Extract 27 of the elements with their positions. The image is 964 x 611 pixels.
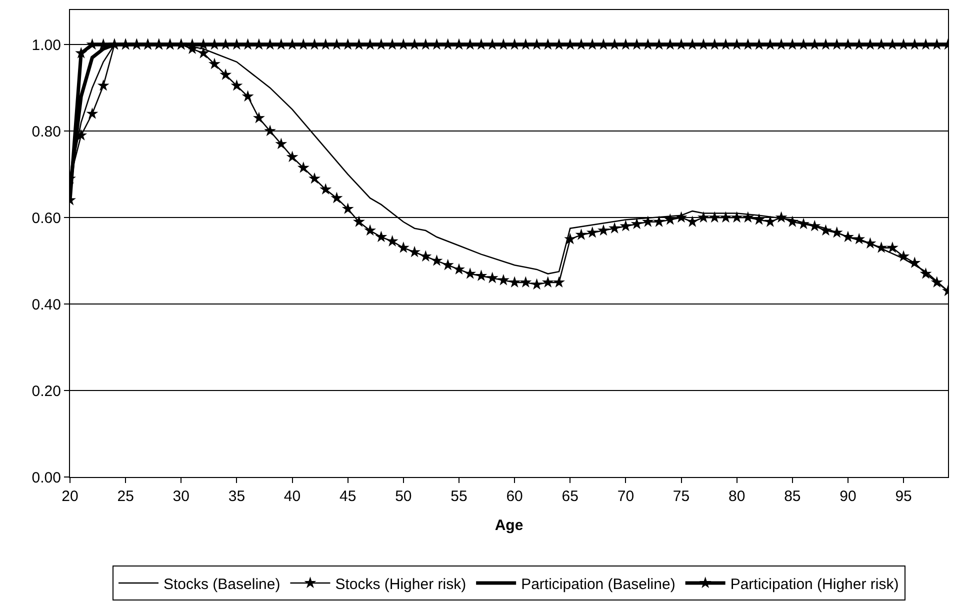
y-tick-label: 0.80: [32, 123, 61, 140]
x-tick-label: 25: [117, 488, 134, 505]
legend-label: Stocks (Baseline): [164, 576, 280, 593]
x-tick-label: 35: [228, 488, 246, 505]
x-tick-label: 90: [840, 488, 856, 505]
x-tick-label: 70: [617, 488, 634, 505]
x-tick-label: 55: [450, 488, 468, 505]
x-tick-label: 50: [395, 488, 412, 505]
x-tick-label: 40: [284, 488, 301, 505]
y-tick-label: 0.00: [32, 469, 61, 486]
y-tick-label: 0.60: [32, 210, 61, 227]
x-tick-label: 75: [672, 488, 690, 505]
x-tick-label: 60: [506, 488, 523, 505]
y-tick-label: 1.00: [32, 36, 61, 54]
x-tick-label: 85: [784, 488, 801, 505]
x-axis-title: Age: [494, 517, 524, 534]
x-tick-label: 30: [172, 488, 190, 505]
x-tick-label: 80: [728, 488, 746, 505]
x-tick-label: 45: [340, 488, 356, 505]
x-tick-label: 20: [62, 488, 78, 505]
x-tick-label: 65: [562, 488, 578, 505]
legend-label: Participation (Higher risk): [730, 576, 899, 593]
x-tick-label: 95: [895, 488, 912, 505]
legend-label: Stocks (Higher risk): [335, 576, 466, 593]
legend-label: Participation (Baseline): [521, 576, 676, 593]
y-tick-label: 0.40: [32, 296, 61, 314]
y-tick-label: 0.20: [32, 382, 61, 400]
